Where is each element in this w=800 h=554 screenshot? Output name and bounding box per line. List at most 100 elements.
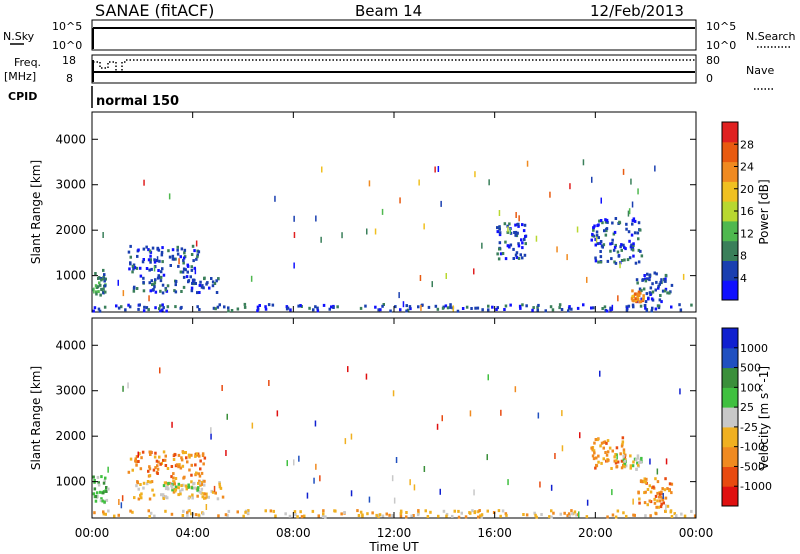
velocity-echo-cell bbox=[602, 457, 605, 461]
power-echo-cell bbox=[657, 306, 661, 310]
power-echo-cell bbox=[605, 218, 609, 222]
velocity-ytick-label: 2000 bbox=[55, 429, 86, 443]
velocity-echo-cell bbox=[460, 511, 463, 515]
power-echo-cell bbox=[514, 223, 517, 227]
velocity-xtick-label: 00:00 bbox=[75, 526, 110, 540]
velocity-echo-cell bbox=[639, 480, 643, 483]
velocity-echo-cell bbox=[550, 515, 553, 519]
velocity-echo-cell bbox=[172, 458, 176, 461]
velocity-echo-cell bbox=[175, 463, 179, 467]
power-echo-cell bbox=[124, 308, 127, 312]
velocity-echo-cell bbox=[623, 459, 627, 463]
velocity-echo-cell bbox=[226, 513, 229, 517]
power-echo-cell bbox=[95, 292, 98, 296]
power-echo-cell bbox=[149, 254, 152, 258]
power-echo-cell bbox=[142, 276, 145, 280]
velocity-echo-cell bbox=[340, 512, 343, 516]
velocity-echo-cell bbox=[640, 460, 643, 464]
power-echo-cell bbox=[606, 220, 609, 224]
power-echo-cell bbox=[213, 282, 217, 285]
power-echo-cell bbox=[129, 255, 132, 259]
velocity-colorbar-tick-label: 25 bbox=[740, 401, 754, 414]
power-echo-cell bbox=[446, 306, 450, 310]
velocity-echo-cell bbox=[299, 510, 302, 514]
velocity-echo-cell bbox=[137, 487, 140, 491]
velocity-echo-cell bbox=[187, 496, 191, 500]
velocity-echo-cell bbox=[670, 515, 674, 518]
velocity-echo-cell bbox=[499, 514, 502, 518]
power-echo-cell bbox=[632, 242, 635, 246]
power-echo-cell bbox=[524, 235, 527, 238]
power-echo-cell bbox=[153, 265, 156, 272]
velocity-echo-cell bbox=[274, 514, 277, 518]
velocity-echo-cell bbox=[142, 481, 146, 485]
power-echo-cell bbox=[670, 305, 673, 309]
power-echo-cell bbox=[594, 256, 597, 260]
velocity-echo-cell bbox=[164, 487, 168, 491]
power-echo-cell bbox=[521, 256, 524, 260]
power-echo-cell bbox=[128, 305, 132, 309]
velocity-echo-cell bbox=[654, 494, 658, 498]
power-echo-cell bbox=[654, 288, 657, 292]
velocity-echo-cell bbox=[624, 453, 627, 457]
velocity-echo-cell bbox=[187, 483, 190, 487]
power-echo-cell bbox=[516, 231, 519, 235]
power-echo-cell bbox=[374, 228, 377, 235]
velocity-echo-cell bbox=[158, 455, 161, 459]
velocity-echo-cell bbox=[148, 465, 151, 469]
power-echo-cell bbox=[509, 243, 513, 247]
power-echo-cell bbox=[649, 293, 652, 296]
velocity-echo-cell bbox=[525, 513, 529, 517]
velocity-echo-cell bbox=[188, 455, 191, 459]
velocity-echo-cell bbox=[178, 464, 181, 468]
power-echo-cell bbox=[312, 308, 315, 312]
velocity-echo-cell bbox=[439, 488, 441, 495]
power-echo-cell bbox=[491, 305, 494, 309]
power-echo-cell bbox=[631, 245, 635, 249]
power-echo-cell bbox=[664, 273, 668, 277]
velocity-echo-cell bbox=[644, 480, 647, 484]
power-echo-cell bbox=[521, 241, 524, 245]
velocity-echo-cell bbox=[539, 481, 541, 488]
power-echo-cell bbox=[558, 306, 561, 310]
velocity-echo-cell bbox=[350, 490, 353, 497]
power-echo-cell bbox=[596, 224, 599, 228]
power-echo-cell bbox=[628, 256, 632, 260]
velocity-echo-cell bbox=[477, 510, 480, 514]
power-echo-cell bbox=[174, 257, 177, 261]
velocity-echo-cell bbox=[200, 481, 204, 484]
power-echo-cell bbox=[602, 243, 606, 247]
power-echo-cell bbox=[630, 243, 633, 247]
power-echo-cell bbox=[651, 282, 654, 286]
power-echo-cell bbox=[322, 303, 326, 307]
power-echo-cell bbox=[637, 290, 641, 294]
power-colorbar-tick-label: 12 bbox=[740, 227, 754, 240]
power-echo-cell bbox=[180, 290, 183, 293]
power-panel: 1000 2000 3000 4000 Slant Range [km] 28 24 20… bbox=[29, 111, 771, 313]
velocity-echo-cell bbox=[150, 480, 154, 484]
power-echo-cell bbox=[645, 309, 648, 313]
velocity-colorbar-swatch bbox=[722, 426, 738, 448]
velocity-echo-cell bbox=[656, 499, 659, 503]
velocity-echo-cell bbox=[164, 509, 167, 513]
power-echo-cell bbox=[94, 272, 97, 275]
power-echo-cell bbox=[211, 284, 215, 288]
velocity-echo-cell bbox=[477, 515, 480, 519]
power-echo-cell bbox=[194, 268, 197, 275]
velocity-echo-cell bbox=[96, 491, 99, 495]
power-echo-cell bbox=[117, 279, 119, 286]
power-echo-cell bbox=[592, 228, 595, 232]
velocity-colorbar-tick-label: -500 bbox=[740, 460, 765, 473]
velocity-echo-cell bbox=[141, 450, 145, 454]
power-echo-cell bbox=[639, 291, 642, 295]
power-echo-cell bbox=[148, 268, 151, 272]
velocity-echo-cell bbox=[645, 477, 648, 481]
power-echo-cell bbox=[92, 309, 95, 313]
velocity-echo-cell bbox=[218, 485, 222, 489]
velocity-echo-cell bbox=[661, 498, 665, 502]
power-echo-cell bbox=[507, 226, 509, 233]
power-echo-cell bbox=[187, 280, 190, 284]
velocity-echo-cell bbox=[649, 514, 652, 518]
power-echo-cell bbox=[243, 302, 247, 306]
nave-tick-high: 80 bbox=[706, 54, 720, 67]
